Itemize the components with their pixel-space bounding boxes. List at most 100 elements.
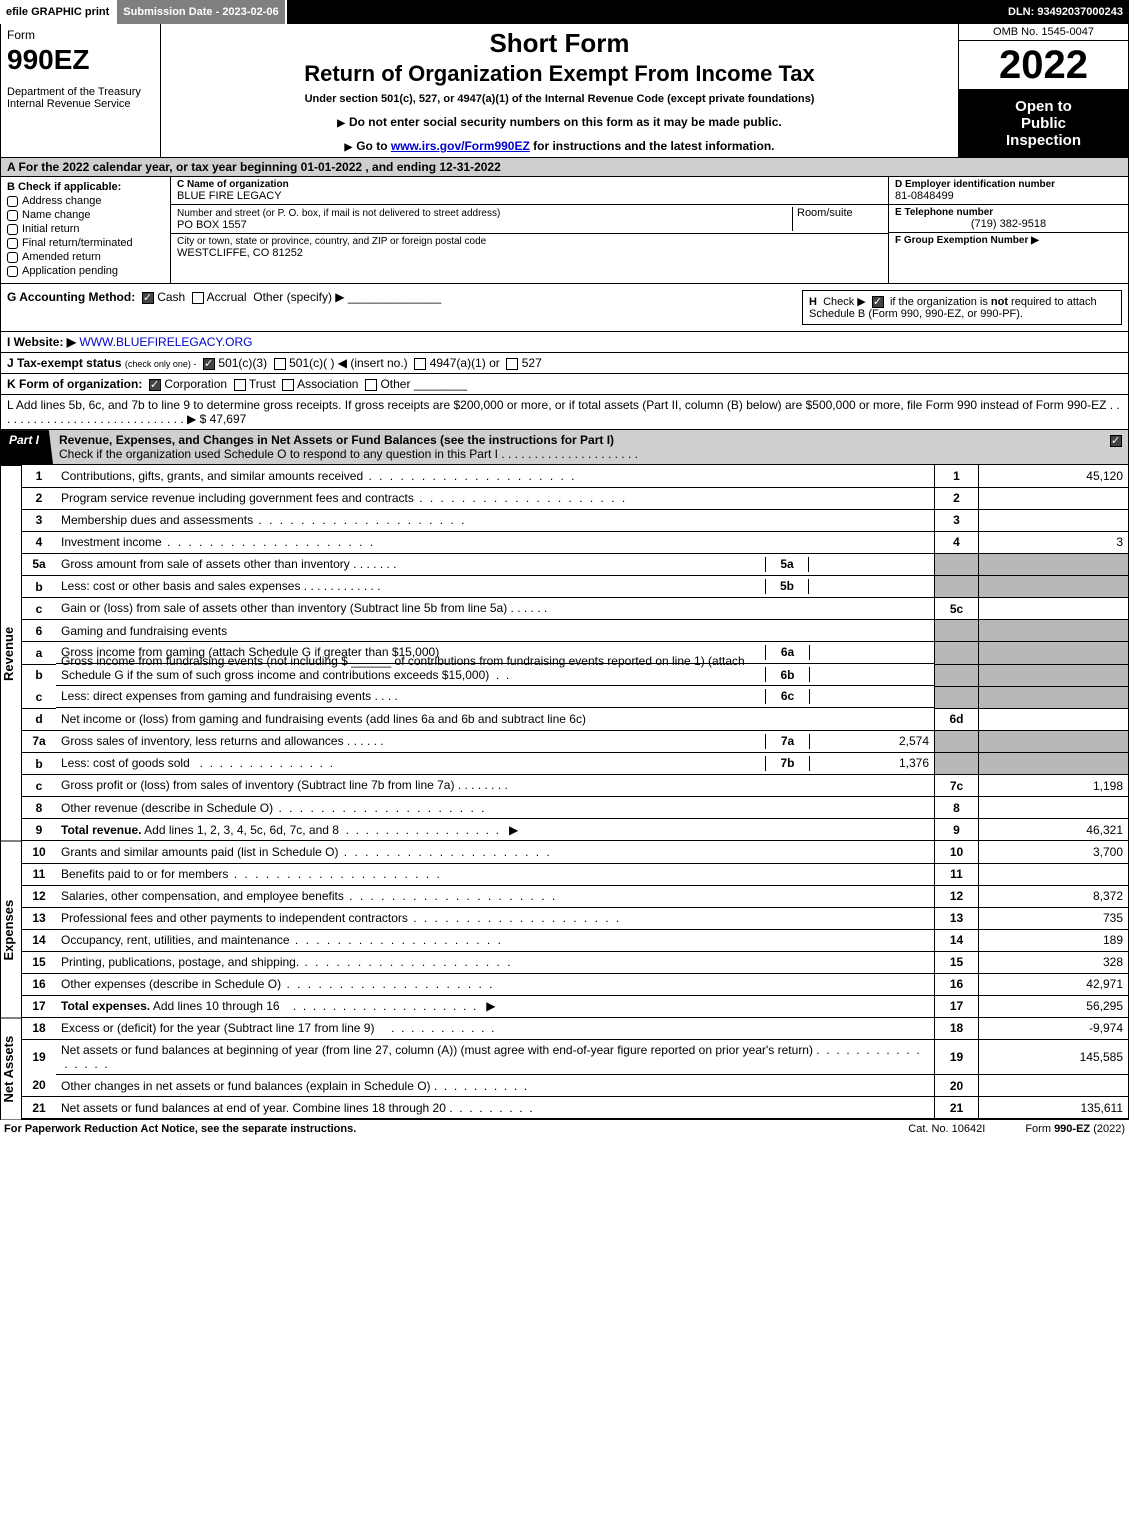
num-21: 21 <box>935 1097 979 1119</box>
org-address: PO BOX 1557 <box>177 219 792 231</box>
desc-7c: Gross profit or (loss) from sales of inv… <box>56 775 935 797</box>
col-d-e-f: D Employer identification number 81-0848… <box>888 177 1128 283</box>
part1-tag: Part I <box>1 430 53 464</box>
desc-20: Other changes in net assets or fund bala… <box>56 1075 935 1097</box>
ln-20: 20 <box>22 1075 56 1097</box>
ck-final-return[interactable] <box>7 238 18 249</box>
desc-11: Benefits paid to or for members <box>56 863 935 885</box>
vtab-net-assets: Net Assets <box>0 1018 22 1120</box>
website-link[interactable]: WWW.BLUEFIRELEGACY.ORG <box>79 335 252 349</box>
ck-address-change[interactable] <box>7 196 18 207</box>
org-name: BLUE FIRE LEGACY <box>177 190 882 202</box>
footer-notice: For Paperwork Reduction Act Notice, see … <box>4 1123 868 1135</box>
amt-7a-gray <box>979 730 1129 753</box>
ck-application-pending[interactable] <box>7 266 18 277</box>
desc-17: Total expenses. Add lines 10 through 16 … <box>56 995 935 1017</box>
num-6-gray <box>935 620 979 642</box>
row-h-schedule-b: H Check ▶ if the organization is not req… <box>802 290 1122 325</box>
col-b-title: B Check if applicable: <box>7 181 164 193</box>
lbl-final-return: Final return/terminated <box>22 237 133 249</box>
desc-21: Net assets or fund balances at end of ye… <box>56 1097 935 1119</box>
ck-name-change[interactable] <box>7 210 18 221</box>
ck-4947[interactable] <box>414 358 426 370</box>
amt-8 <box>979 797 1129 819</box>
efile-print[interactable]: efile GRAPHIC print <box>0 0 117 24</box>
ck-other-org[interactable] <box>365 379 377 391</box>
ln-6: 6 <box>22 620 56 642</box>
addr-label: Number and street (or P. O. box, if mail… <box>177 208 500 219</box>
tel-label: E Telephone number <box>895 207 1122 218</box>
ck-association[interactable] <box>282 379 294 391</box>
return-title: Return of Organization Exempt From Incom… <box>171 61 948 87</box>
amt-2 <box>979 487 1129 509</box>
ck-schedule-o-part1[interactable] <box>1110 435 1122 447</box>
ck-schedule-b[interactable] <box>872 296 884 308</box>
lbl-other-org: Other <box>380 377 410 391</box>
amt-10: 3,700 <box>979 841 1129 863</box>
desc-5a: Gross amount from sale of assets other t… <box>56 554 934 576</box>
lbl-association: Association <box>297 377 358 391</box>
amt-20 <box>979 1075 1129 1097</box>
num-7b-gray <box>935 753 979 775</box>
num-15: 15 <box>935 951 979 973</box>
row-g-h: G Accounting Method: Cash Accrual Other … <box>0 284 1129 332</box>
ln-14: 14 <box>22 929 56 951</box>
ln-7c: c <box>22 775 56 797</box>
header-center: Short Form Return of Organization Exempt… <box>161 24 958 157</box>
part1-title: Revenue, Expenses, and Changes in Net As… <box>59 433 614 447</box>
page-footer: For Paperwork Reduction Act Notice, see … <box>0 1119 1129 1138</box>
amt-5a-gray <box>979 553 1129 576</box>
num-5b-gray <box>935 576 979 598</box>
ln-18: 18 <box>22 1018 56 1040</box>
tax-exempt-label: J Tax-exempt status <box>7 356 122 370</box>
row-i-website: I Website: ▶ WWW.BLUEFIRELEGACY.ORG <box>0 332 1129 353</box>
amt-15: 328 <box>979 951 1129 973</box>
num-6c-gray <box>935 686 979 708</box>
ln-1: 1 <box>22 465 56 487</box>
block-b-to-f: B Check if applicable: Address change Na… <box>0 177 1129 284</box>
group-exemption-label: F Group Exemption Number ▶ <box>895 235 1122 246</box>
ck-501c3[interactable] <box>203 358 215 370</box>
submission-date: Submission Date - 2023-02-06 <box>117 0 286 24</box>
amt-14: 189 <box>979 929 1129 951</box>
form-word: Form <box>7 28 154 42</box>
ln-12: 12 <box>22 885 56 907</box>
num-12: 12 <box>935 885 979 907</box>
ck-initial-return[interactable] <box>7 224 18 235</box>
amt-5c <box>979 598 1129 620</box>
desc-3: Membership dues and assessments <box>56 509 935 531</box>
num-19: 19 <box>935 1040 979 1075</box>
desc-6b: Gross income from fundraising events (no… <box>56 664 934 686</box>
ln-21: 21 <box>22 1097 56 1119</box>
amt-18: -9,974 <box>979 1018 1129 1040</box>
ck-trust[interactable] <box>234 379 246 391</box>
amt-4: 3 <box>979 531 1129 553</box>
city-label: City or town, state or province, country… <box>177 236 882 247</box>
ck-amended-return[interactable] <box>7 252 18 263</box>
ck-501c[interactable] <box>274 358 286 370</box>
ck-cash[interactable] <box>142 292 154 304</box>
ck-corporation[interactable] <box>149 379 161 391</box>
part1-sub: Check if the organization used Schedule … <box>59 447 638 461</box>
lbl-address-change: Address change <box>22 195 102 207</box>
desc-18: Excess or (deficit) for the year (Subtra… <box>56 1018 935 1040</box>
ck-527[interactable] <box>506 358 518 370</box>
vtab-expenses: Expenses <box>0 841 22 1018</box>
desc-6: Gaming and fundraising events <box>56 620 935 642</box>
num-16: 16 <box>935 973 979 995</box>
net-assets-section: Net Assets 18Excess or (deficit) for the… <box>0 1018 1129 1120</box>
amt-11 <box>979 863 1129 885</box>
desc-9: Total revenue. Add lines 1, 2, 3, 4, 5c,… <box>56 819 935 841</box>
num-20: 20 <box>935 1075 979 1097</box>
desc-8: Other revenue (describe in Schedule O) <box>56 797 935 819</box>
num-10: 10 <box>935 841 979 863</box>
row-l-gross-receipts: L Add lines 5b, 6c, and 7b to line 9 to … <box>0 395 1129 430</box>
row-k-form-org: K Form of organization: Corporation Trus… <box>0 374 1129 395</box>
vtab-revenue: Revenue <box>0 465 22 841</box>
part1-header: Part I Revenue, Expenses, and Changes in… <box>0 430 1129 465</box>
irs-link[interactable]: www.irs.gov/Form990EZ <box>391 139 530 153</box>
amt-6-gray <box>979 620 1129 642</box>
desc-1: Contributions, gifts, grants, and simila… <box>56 465 935 487</box>
ck-accrual[interactable] <box>192 292 204 304</box>
ln-9: 9 <box>22 819 56 841</box>
